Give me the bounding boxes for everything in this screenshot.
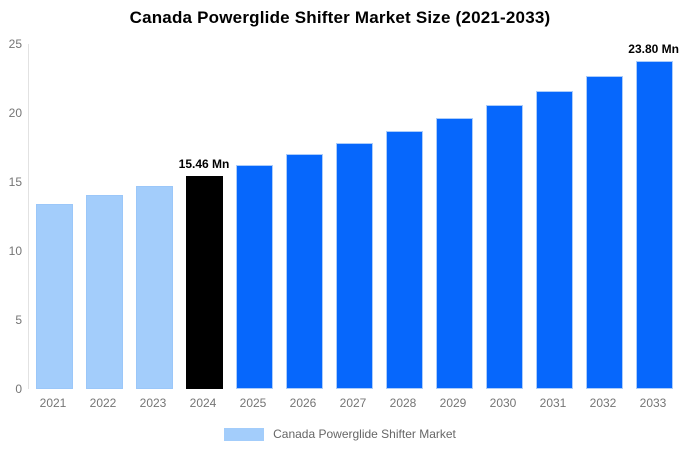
bar-2033 xyxy=(635,60,673,389)
x-tick-label-2024: 2024 xyxy=(189,396,217,410)
x-tick-label-2021: 2021 xyxy=(39,396,67,410)
bar-2028 xyxy=(385,130,423,389)
y-tick-label-5: 5 xyxy=(15,313,22,327)
bar-slot-2032 xyxy=(579,44,629,389)
bar-slot-2023 xyxy=(129,44,179,389)
x-tick-label-2028: 2028 xyxy=(389,396,417,410)
bar-2027 xyxy=(335,142,373,389)
bar-slot-2021 xyxy=(29,44,79,389)
x-axis: 2021 2022 2023 2024 2025 2026 2027 2028 2029 2030… xyxy=(28,396,678,410)
x-tick-label-2029: 2029 xyxy=(439,396,467,410)
bar-2026 xyxy=(285,154,323,389)
bar-slot-2033: 23.80 Mn xyxy=(628,41,679,389)
bar-2032 xyxy=(585,76,623,389)
x-tick-label-2032: 2032 xyxy=(589,396,617,410)
value-label-2033: 23.80 Mn xyxy=(628,41,679,56)
x-tick-label-2027: 2027 xyxy=(339,396,367,410)
bar-slot-2027 xyxy=(329,44,379,389)
x-tick-label-2033: 2033 xyxy=(639,396,667,410)
y-tick-label-0: 0 xyxy=(15,382,22,396)
y-tick-label-25: 25 xyxy=(8,37,22,51)
legend-item[interactable]: Canada Powerglide Shifter Market xyxy=(0,426,680,442)
plot-area: 15.46 Mn 23.80 Mn xyxy=(28,41,679,389)
x-tick-label-2031: 2031 xyxy=(539,396,567,410)
y-tick-label-15: 15 xyxy=(8,175,22,189)
bar-slot-2024: 15.46 Mn xyxy=(179,44,229,389)
x-tick-label-2030: 2030 xyxy=(489,396,517,410)
bar-2021 xyxy=(35,204,73,389)
bar-slot-2026 xyxy=(279,44,329,389)
chart-title: Canada Powerglide Shifter Market Size (2… xyxy=(129,8,551,27)
x-tick-label-2025: 2025 xyxy=(239,396,267,410)
bar-2023 xyxy=(135,185,173,389)
bar-slot-2029 xyxy=(429,44,479,389)
x-tick-label-2026: 2026 xyxy=(289,396,317,410)
bar-2030 xyxy=(485,104,523,389)
x-tick-label-2023: 2023 xyxy=(139,396,167,410)
value-label-2024: 15.46 Mn xyxy=(178,156,230,171)
legend-swatch xyxy=(224,427,265,441)
bar-2022 xyxy=(85,195,123,389)
bar-slot-2028 xyxy=(379,44,429,389)
bar-slot-2030 xyxy=(479,44,529,389)
bar-2031 xyxy=(535,90,573,389)
y-axis: 0 5 10 15 20 25 xyxy=(0,38,22,395)
legend-label: Canada Powerglide Shifter Market xyxy=(273,427,456,441)
x-tick-label-2022: 2022 xyxy=(89,396,117,410)
bar-slot-2022 xyxy=(79,44,129,389)
y-tick-label-20: 20 xyxy=(8,106,22,120)
y-tick-label-10: 10 xyxy=(8,244,22,258)
bar-slot-2031 xyxy=(529,44,579,389)
bar-2024 xyxy=(185,175,223,389)
bar-2029 xyxy=(435,117,473,389)
bar-2025 xyxy=(235,165,273,389)
bar-slot-2025 xyxy=(229,44,279,389)
